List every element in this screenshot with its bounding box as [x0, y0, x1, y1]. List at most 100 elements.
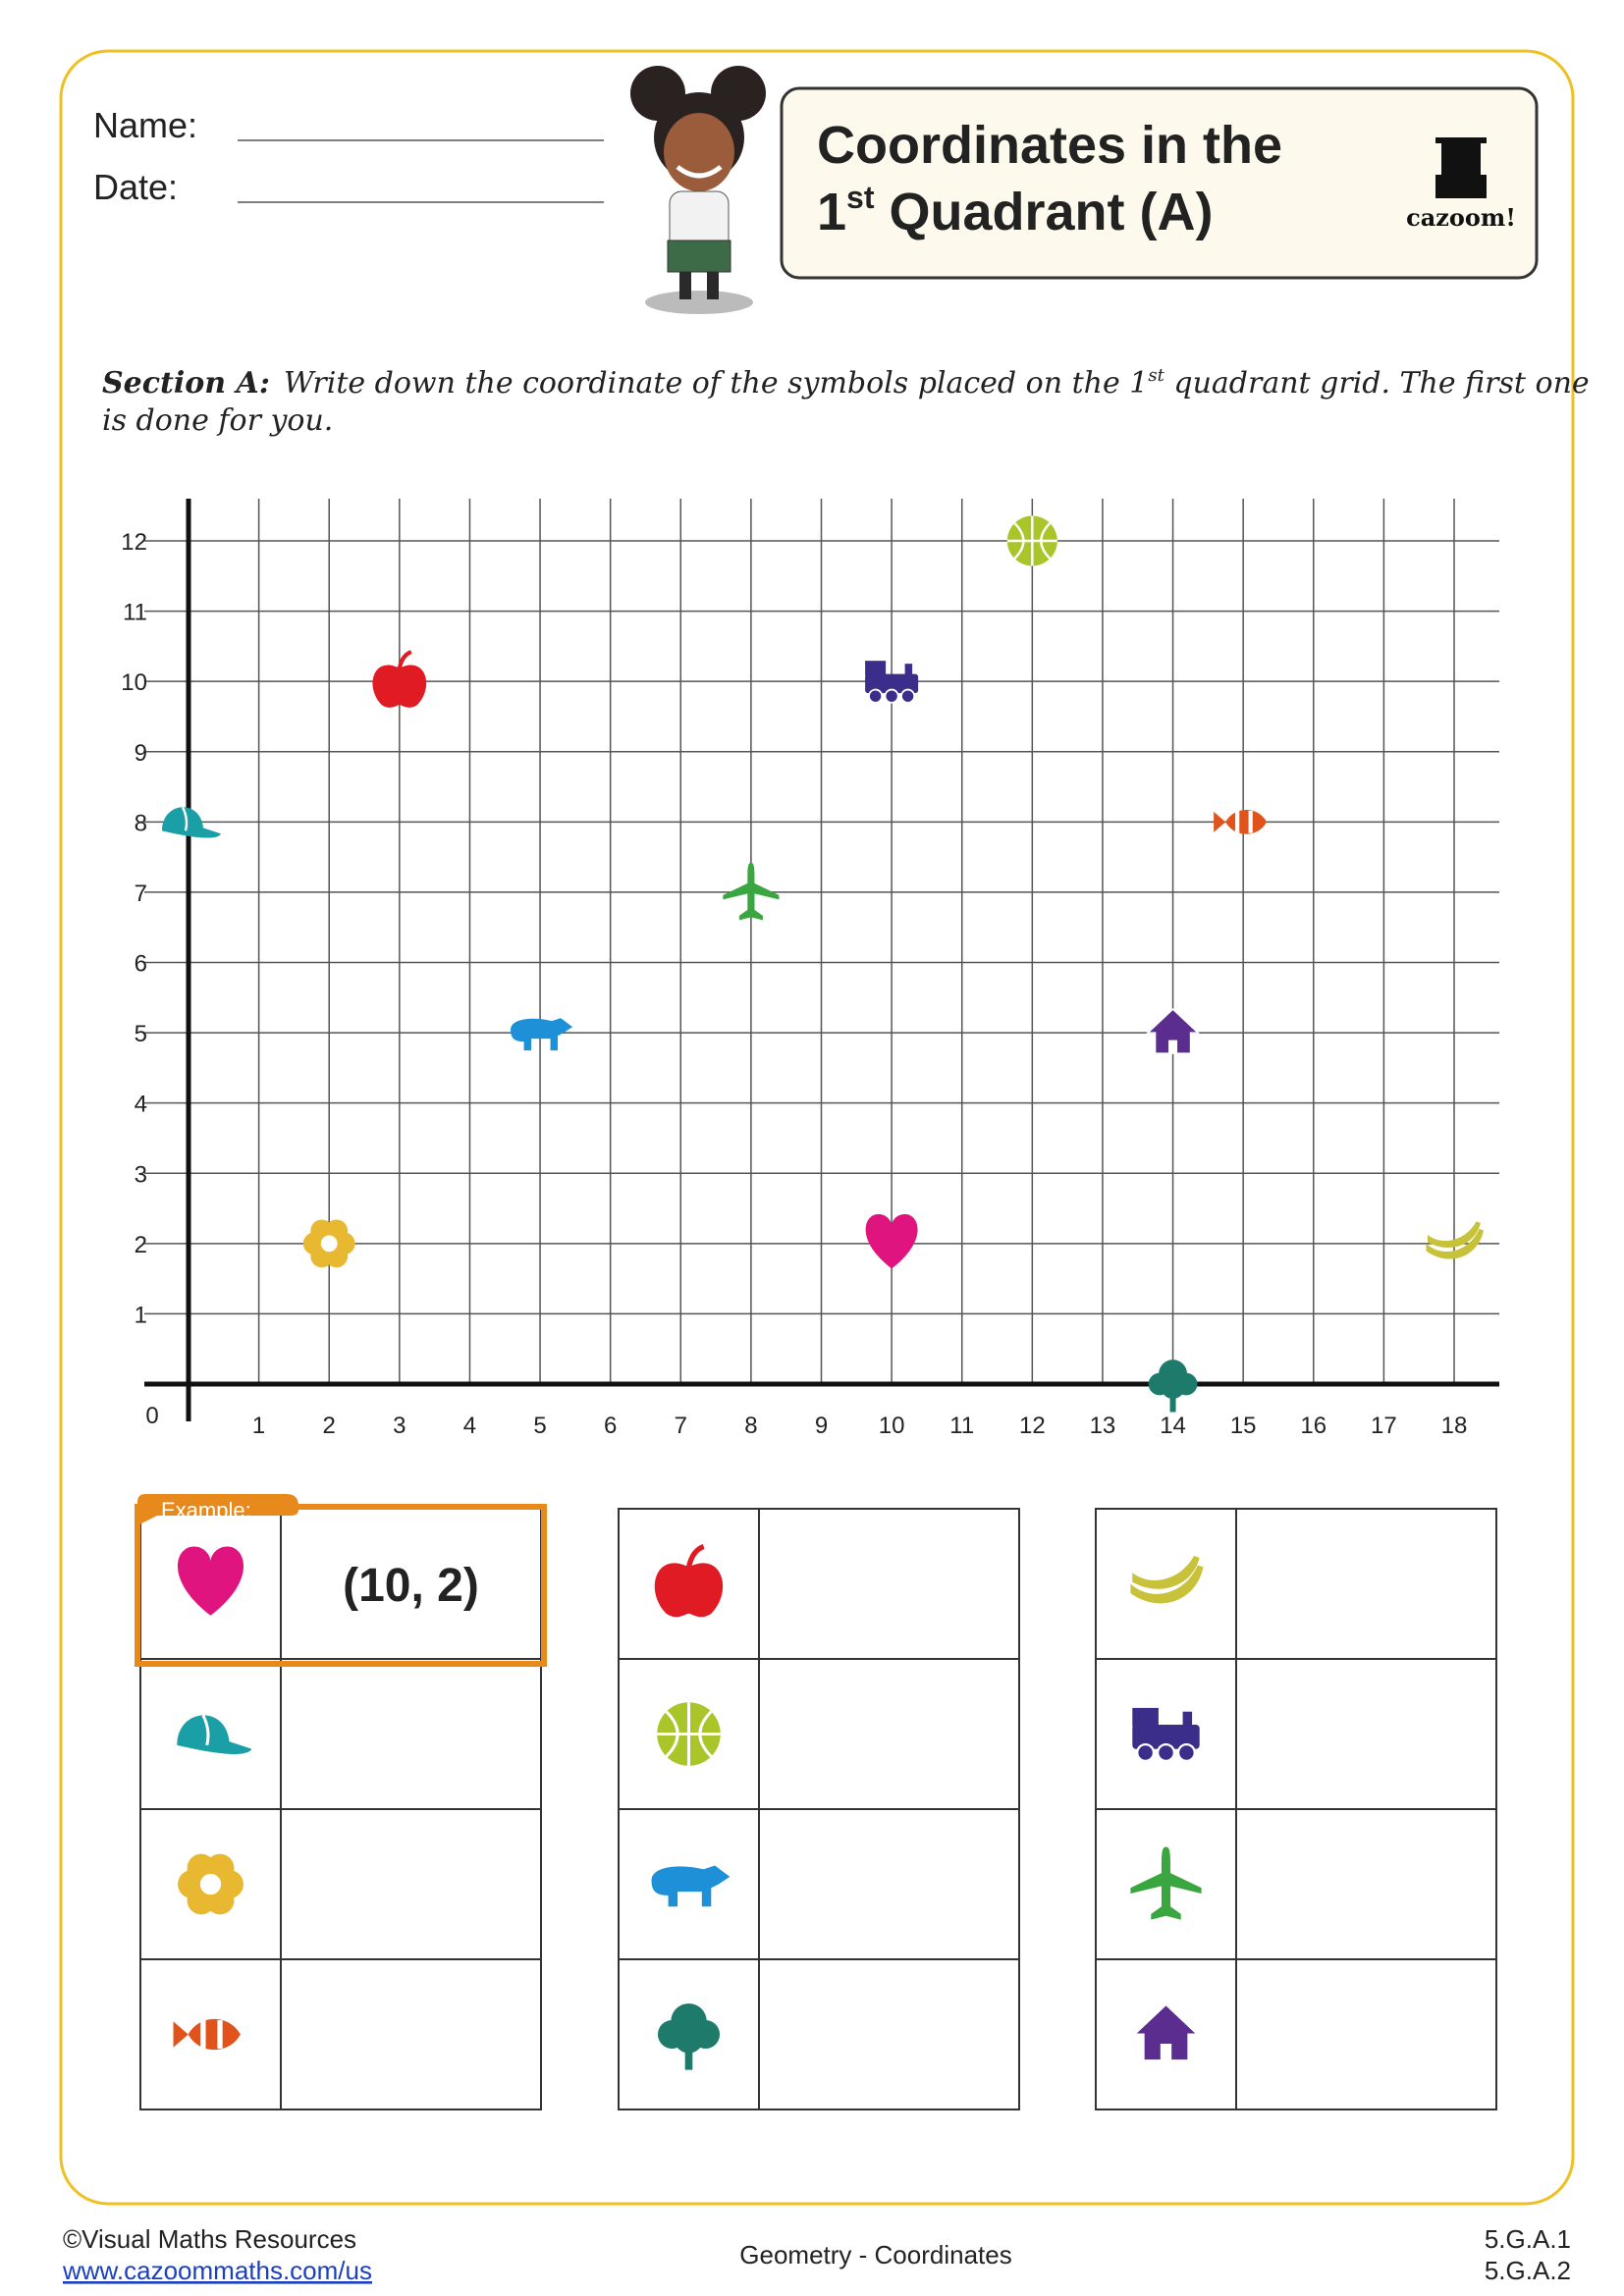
section-label: Section A:: [102, 366, 270, 400]
symbol: [173, 2018, 241, 2051]
standard: 5.G.A.1: [1485, 2224, 1571, 2254]
flower-center: [320, 1235, 338, 1253]
symbol: [1006, 515, 1057, 566]
train-cab: [1132, 1707, 1159, 1727]
train-wheel: [1157, 1743, 1175, 1762]
plane-shape: [1130, 1846, 1202, 1920]
symbol: [723, 862, 780, 921]
topic: Geometry - Coordinates: [739, 2240, 1011, 2269]
x-tick-label: 13: [1090, 1413, 1116, 1439]
symbol: [865, 1213, 918, 1269]
y-tick-label: 1: [135, 1302, 147, 1328]
leg: [707, 272, 719, 299]
standard: 5.G.A.2: [1485, 2256, 1571, 2285]
symbol: [511, 1018, 573, 1051]
example-label: Example:: [161, 1498, 251, 1522]
symbol: [1130, 1556, 1204, 1604]
page-border: [59, 49, 1575, 2206]
symbol: [1214, 809, 1268, 834]
name-label: Name:: [93, 105, 197, 145]
symbol: [657, 2002, 721, 2070]
x-tick-label: 1: [252, 1413, 265, 1439]
tree-trunk: [1169, 1387, 1176, 1413]
symbol: [654, 1543, 724, 1618]
symbol: [177, 1714, 252, 1754]
symbol: [1426, 1221, 1484, 1259]
plane-shape: [723, 862, 780, 921]
train-wheel: [900, 688, 916, 704]
example-answer: (10, 2): [343, 1560, 479, 1612]
coordinate-grid: 1 2 3 4 5 6 7 8 9 10 11 12 13 14 15 16 17 181234567891011…: [121, 499, 1499, 1439]
symbol: [1132, 1707, 1200, 1762]
x-tick-label: 11: [949, 1413, 974, 1439]
heart-shape: [177, 1546, 244, 1616]
x-tick-label: 9: [815, 1413, 828, 1439]
title-sup: st: [846, 180, 875, 215]
tree-canopy: [674, 2023, 704, 2054]
title: 1st Quadrant (A): [817, 180, 1214, 241]
cap-seam: [201, 1714, 210, 1746]
banana-shape: [1132, 1556, 1200, 1589]
tree-trunk: [684, 2038, 693, 2070]
train-wheel: [868, 688, 884, 704]
flower-center: [199, 1873, 222, 1896]
instruction: is done for you.: [102, 403, 333, 438]
y-tick-label: 11: [123, 600, 147, 626]
symbol: [865, 661, 919, 704]
symbol: [302, 1219, 355, 1268]
symbol: [657, 1702, 721, 1766]
x-tick-label: 10: [879, 1413, 905, 1439]
symbol: [177, 1546, 244, 1616]
y-tick-label: 8: [135, 810, 147, 836]
banana-shape: [1426, 1228, 1484, 1259]
train-chimney: [1182, 1711, 1193, 1727]
x-tick-label: 18: [1441, 1413, 1468, 1439]
apple-shape: [372, 665, 427, 708]
character: [630, 66, 766, 314]
smile: [676, 165, 723, 179]
y-tick-label: 2: [135, 1232, 147, 1258]
shadow: [645, 291, 753, 314]
house-door: [1168, 1040, 1178, 1054]
title-box: [780, 86, 1539, 280]
logo-text: cazoom!: [1406, 203, 1516, 232]
symbol: [1131, 2002, 1201, 2062]
x-tick-label: 12: [1019, 1413, 1046, 1439]
skirt: [667, 240, 731, 273]
y-tick-label: 12: [121, 529, 147, 556]
instruction-part: quadrant grid. The first one: [1164, 366, 1590, 400]
train-body: [1132, 1725, 1200, 1749]
x-tick-label: 2: [323, 1413, 336, 1439]
website-link[interactable]: www.cazoommaths.com/us: [62, 2256, 372, 2285]
train-wheel: [1176, 1743, 1196, 1762]
example-tab: [137, 1494, 298, 1525]
title-part: 1: [817, 183, 846, 241]
title: Coordinates in the: [817, 116, 1282, 175]
face: [664, 113, 734, 191]
x-tick-label: 15: [1230, 1413, 1257, 1439]
symbol: [178, 1853, 244, 1915]
x-tick-label: 4: [463, 1413, 476, 1439]
tree-canopy: [1161, 1375, 1185, 1399]
cap-seam: [181, 806, 189, 831]
ball-seams: [1006, 515, 1057, 566]
y-tick-label: 7: [135, 881, 147, 907]
symbol: [1146, 1008, 1200, 1054]
train-wheel: [1136, 1743, 1156, 1762]
symbol: [372, 650, 427, 708]
symbol: [162, 806, 221, 838]
logo-mark: [1435, 137, 1487, 198]
train-cab: [865, 661, 887, 676]
x-tick-label: 5: [533, 1413, 546, 1439]
bear-shape: [651, 1865, 731, 1907]
x-tick-label: 14: [1160, 1413, 1186, 1439]
banana-shape: [1130, 1565, 1204, 1604]
house-shape: [1131, 2002, 1201, 2062]
train-body: [865, 673, 919, 694]
y-tick-label: 6: [135, 951, 147, 978]
answer-tables: Example: (10, 2): [135, 1494, 1497, 2110]
train-wheel: [884, 688, 899, 704]
instruction-part: Write down the coordinate of the symbols…: [284, 366, 1148, 400]
x-tick-label: 6: [604, 1413, 617, 1439]
